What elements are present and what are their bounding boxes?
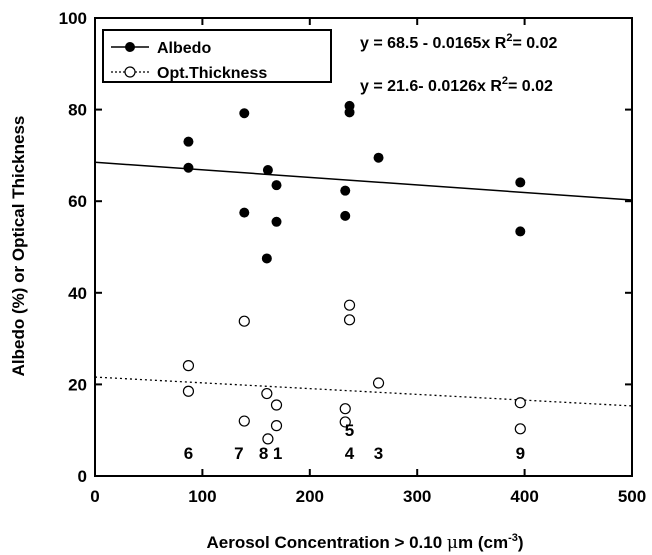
legend-opt-marker: [124, 66, 136, 78]
opt-thickness-point: [261, 387, 273, 400]
opt-thickness-fit-line: [94, 376, 633, 407]
y-axis-label: Albedo (%) or Optical Thickness: [9, 116, 28, 377]
albedo-point: [261, 253, 272, 264]
data-points: [182, 100, 526, 445]
point-annotation: 9: [516, 444, 525, 463]
y-tick-label: 40: [68, 284, 87, 303]
legend-albedo-marker: [125, 42, 135, 52]
albedo-eq-main: y = 68.5 - 0.0165x R: [360, 35, 507, 52]
albedo-point: [340, 210, 351, 221]
x-tick-label: 0: [90, 487, 99, 506]
albedo-equation: y = 68.5 - 0.0165x R2= 0.02: [360, 32, 557, 52]
opt-thickness-point: [514, 397, 526, 409]
x-tick-label: 400: [510, 487, 538, 506]
opt-thickness-point: [238, 315, 250, 327]
opt-thickness-point: [339, 416, 351, 428]
albedo-eq-sup: 2: [506, 32, 512, 44]
y-tick-label: 0: [78, 467, 87, 486]
opt-thickness-point: [339, 403, 351, 415]
point-annotation: 1: [273, 444, 282, 463]
albedo-point: [271, 180, 282, 191]
albedo-point: [239, 108, 250, 119]
opt-thickness-point: [514, 423, 526, 435]
legend-albedo-label: Albedo: [157, 40, 211, 57]
point-annotation: 3: [374, 444, 383, 463]
y-tick-label: 100: [59, 9, 87, 28]
point-annotation: 4: [345, 444, 355, 463]
x-axis-label: Aerosol Concentration > 0.10 μm (cm-3): [206, 532, 523, 553]
albedo-point: [262, 165, 273, 176]
plot-area: [94, 17, 633, 477]
point-annotation: 5: [345, 421, 354, 440]
legend-opt-label: Opt.Thickness: [157, 65, 267, 82]
opt-thickness-point: [270, 399, 283, 411]
albedo-point: [239, 207, 250, 218]
legend-box: [102, 29, 332, 83]
opt-equation: y = 21.6- 0.0126x R2= 0.02: [360, 75, 553, 95]
albedo-point: [515, 226, 526, 237]
opt-thickness-point: [238, 415, 250, 427]
point-annotation: 8: [259, 444, 268, 463]
opt-thickness-point: [343, 314, 356, 326]
y-tick-label: 20: [68, 375, 87, 394]
plot-frame: [94, 17, 633, 477]
x-axis-label-main: Aerosol Concentration > 0.10: [206, 533, 446, 552]
x-tick-label: 300: [403, 487, 431, 506]
y-tick-label: 80: [68, 101, 87, 120]
opt-eq-value: = 0.02: [508, 78, 553, 95]
albedo-point: [183, 162, 194, 173]
albedo-point: [373, 152, 384, 163]
opt-thickness-point: [262, 433, 274, 445]
albedo-point: [271, 216, 282, 227]
point-annotations: 6 7 8 1 5 4 3 9: [184, 421, 525, 463]
x-tick-label: 200: [296, 487, 324, 506]
opt-thickness-point: [372, 377, 385, 389]
albedo-eq-value: = 0.02: [512, 35, 557, 52]
legend: Albedo Opt.Thickness: [102, 29, 332, 83]
albedo-fit-line: [94, 161, 633, 201]
opt-eq-sup: 2: [502, 75, 508, 87]
x-axis-label-close: ): [518, 533, 524, 552]
opt-thickness-point: [182, 385, 195, 397]
x-axis-label-unit: m (cm: [458, 533, 508, 552]
opt-eq-main: y = 21.6- 0.0126x R: [360, 78, 502, 95]
albedo-point: [183, 136, 194, 147]
albedo-point: [340, 185, 351, 196]
x-tick-label: 500: [618, 487, 646, 506]
axis-ticks: 0 100 200 300 400 500 0 20 40 60 80 100: [59, 9, 647, 506]
opt-thickness-point: [270, 420, 283, 432]
point-annotation: 7: [234, 444, 243, 463]
albedo-point: [344, 107, 355, 118]
opt-thickness-point: [182, 360, 195, 372]
x-axis-label-exp: -3: [508, 532, 518, 544]
x-tick-label: 100: [188, 487, 216, 506]
fit-lines: [94, 161, 633, 407]
y-tick-label: 60: [68, 192, 87, 211]
opt-thickness-point: [343, 299, 356, 311]
albedo-point: [515, 177, 526, 188]
point-annotation: 6: [184, 444, 193, 463]
x-axis-label-mu: μ: [447, 533, 458, 553]
